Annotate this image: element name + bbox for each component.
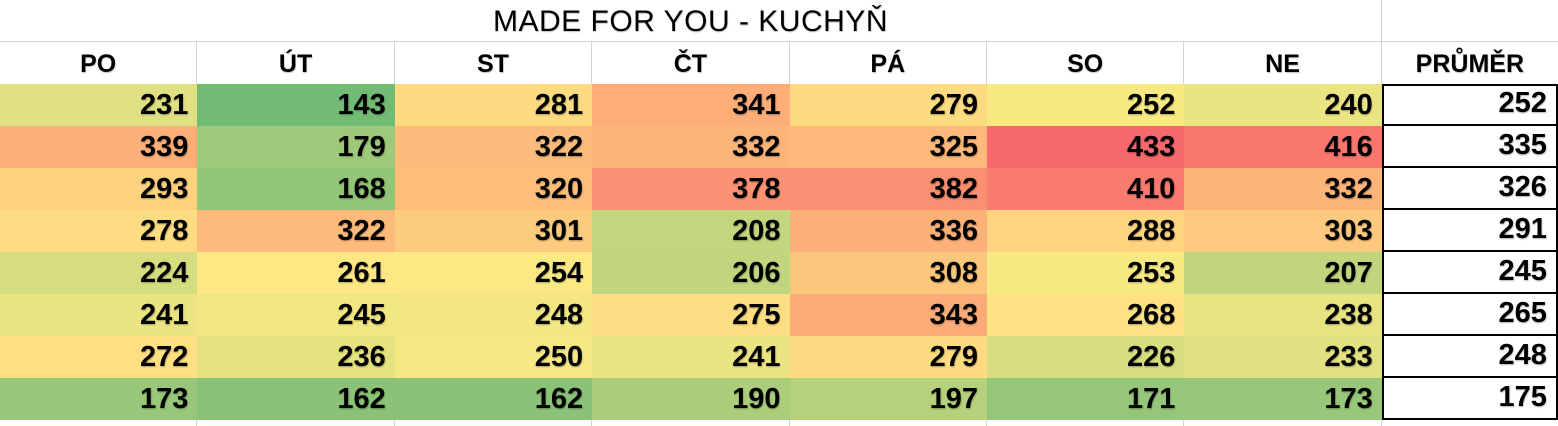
average-cell[interactable]: 252: [1381, 84, 1558, 126]
data-cell[interactable]: 245: [197, 294, 395, 336]
data-cell[interactable]: 238: [1184, 294, 1382, 336]
average-cell[interactable]: 335: [1381, 126, 1558, 168]
data-cell[interactable]: 250: [394, 336, 593, 378]
column-header-ne[interactable]: NE: [1184, 42, 1382, 84]
data-cell[interactable]: 241: [0, 294, 198, 336]
data-cell[interactable]: 278: [0, 210, 198, 252]
data-cell[interactable]: 162: [197, 378, 395, 420]
data-cell[interactable]: 308: [789, 252, 987, 294]
gridline-stub: [393, 420, 395, 426]
data-cell[interactable]: 301: [394, 210, 593, 252]
data-cell[interactable]: 143: [197, 84, 395, 126]
data-cell[interactable]: 320: [394, 168, 593, 210]
data-cell[interactable]: 272: [0, 336, 198, 378]
gridline-stub: [196, 420, 198, 426]
data-cell[interactable]: 231: [0, 84, 198, 126]
data-cell[interactable]: 410: [986, 168, 1185, 210]
average-cell[interactable]: 326: [1381, 168, 1558, 210]
data-cell[interactable]: 341: [592, 84, 790, 126]
data-cell[interactable]: 325: [789, 126, 987, 168]
average-cell[interactable]: 245: [1381, 252, 1558, 294]
data-cell[interactable]: 226: [986, 336, 1185, 378]
column-header-st[interactable]: ST: [394, 42, 593, 84]
gridline-stub: [788, 420, 790, 426]
data-cell[interactable]: 168: [197, 168, 395, 210]
sheet-title-cell[interactable]: MADE FOR YOU - KUCHYŇ: [0, 0, 1382, 41]
bottom-gridline-strip: [0, 420, 1558, 426]
data-cell[interactable]: 207: [1184, 252, 1382, 294]
title-row: MADE FOR YOU - KUCHYŇ: [0, 0, 1558, 42]
average-cell[interactable]: 265: [1381, 294, 1558, 336]
data-cell[interactable]: 162: [394, 378, 593, 420]
data-cell[interactable]: 248: [394, 294, 593, 336]
column-header-average[interactable]: PRŮMĚR: [1381, 42, 1558, 84]
column-header-čt[interactable]: ČT: [592, 42, 790, 84]
data-cell[interactable]: 241: [592, 336, 790, 378]
data-cell[interactable]: 332: [592, 126, 790, 168]
data-cell[interactable]: 171: [986, 378, 1185, 420]
data-cell[interactable]: 339: [0, 126, 198, 168]
data-cell[interactable]: 173: [0, 378, 198, 420]
gridline-stub: [1380, 420, 1382, 426]
data-cell[interactable]: 288: [986, 210, 1185, 252]
data-cell[interactable]: 322: [197, 210, 395, 252]
average-cell[interactable]: 291: [1381, 210, 1558, 252]
data-cell[interactable]: 190: [592, 378, 790, 420]
data-cell[interactable]: 261: [197, 252, 395, 294]
data-cell[interactable]: 233: [1184, 336, 1382, 378]
data-cell[interactable]: 240: [1184, 84, 1382, 126]
column-header-út[interactable]: ÚT: [197, 42, 395, 84]
data-cell[interactable]: 293: [0, 168, 198, 210]
data-cell[interactable]: 433: [986, 126, 1185, 168]
data-cell[interactable]: 275: [592, 294, 790, 336]
data-cell[interactable]: 279: [789, 84, 987, 126]
data-cell[interactable]: 382: [789, 168, 987, 210]
column-header-pá[interactable]: PÁ: [789, 42, 987, 84]
column-header-po[interactable]: PO: [0, 42, 198, 84]
heatmap-grid: PO ÚT ST ČT PÁ SO NE PRŮMĚR 231 143 281 341 279 252 24…: [0, 42, 1558, 420]
data-cell[interactable]: 208: [592, 210, 790, 252]
data-cell[interactable]: 279: [789, 336, 987, 378]
data-cell[interactable]: 197: [789, 378, 987, 420]
data-cell[interactable]: 268: [986, 294, 1185, 336]
data-cell[interactable]: 252: [986, 84, 1185, 126]
average-cell[interactable]: 175: [1381, 378, 1558, 420]
gridline-stub: [986, 420, 987, 426]
data-cell[interactable]: 336: [789, 210, 987, 252]
gridline-stub: [591, 420, 593, 426]
data-cell[interactable]: 254: [394, 252, 593, 294]
data-cell[interactable]: 303: [1184, 210, 1382, 252]
data-cell[interactable]: 224: [0, 252, 198, 294]
data-cell[interactable]: 378: [592, 168, 790, 210]
data-cell[interactable]: 343: [789, 294, 987, 336]
data-cell[interactable]: 173: [1184, 378, 1382, 420]
average-cell[interactable]: 248: [1381, 336, 1558, 378]
data-cell[interactable]: 179: [197, 126, 395, 168]
data-cell[interactable]: 281: [394, 84, 593, 126]
data-cell[interactable]: 332: [1184, 168, 1382, 210]
data-cell[interactable]: 236: [197, 336, 395, 378]
title-corner-cell[interactable]: [1382, 0, 1558, 41]
gridline-stub: [1183, 420, 1185, 426]
column-header-so[interactable]: SO: [986, 42, 1185, 84]
data-cell[interactable]: 416: [1184, 126, 1382, 168]
data-cell[interactable]: 322: [394, 126, 593, 168]
data-cell[interactable]: 206: [592, 252, 790, 294]
data-cell[interactable]: 253: [986, 252, 1185, 294]
